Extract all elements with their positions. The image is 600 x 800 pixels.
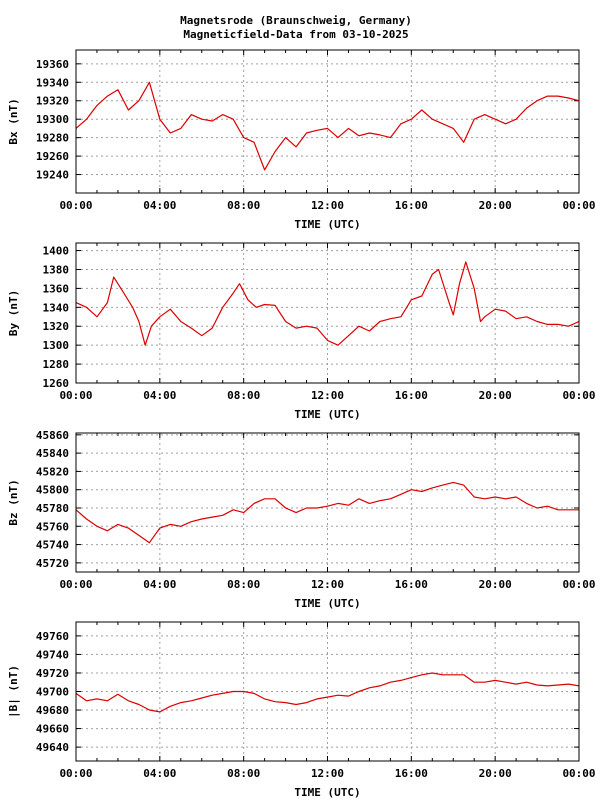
x-tick-label: 04:00 [143, 767, 176, 780]
x-tick-label: 00:00 [562, 389, 595, 402]
x-tick-label: 12:00 [311, 767, 344, 780]
y-tick-label: 49760 [36, 630, 69, 643]
x-tick-label: 16:00 [395, 199, 428, 212]
y-tick-label: 1300 [43, 339, 70, 352]
y-tick-label: 49720 [36, 667, 69, 680]
x-tick-label: 00:00 [59, 389, 92, 402]
x-tick-label: 20:00 [479, 199, 512, 212]
x-tick-label: 00:00 [59, 767, 92, 780]
y-tick-label: 45720 [36, 557, 69, 570]
y-tick-label: 19360 [36, 58, 69, 71]
y-tick-label: 19240 [36, 169, 69, 182]
x-axis-label: TIME (UTC) [294, 786, 360, 799]
x-tick-label: 08:00 [227, 389, 260, 402]
series-line [75, 261, 580, 346]
y-tick-label: 19340 [36, 76, 69, 89]
x-tick-label: 12:00 [311, 578, 344, 591]
y-axis-label: By (nT) [7, 290, 20, 336]
x-tick-label: 00:00 [59, 199, 92, 212]
plot-border [75, 432, 580, 573]
y-tick-label: 45780 [36, 502, 69, 515]
x-axis-label: TIME (UTC) [294, 218, 360, 231]
x-tick-label: 20:00 [479, 389, 512, 402]
y-tick-label: 19260 [36, 150, 69, 163]
chart-panels: 00:00 04:00 08:00 12:00 16:00 20:00 00:00 19240… [7, 49, 596, 799]
y-tick-label: 49740 [36, 648, 69, 661]
y-axis-label: |B| (nT) [7, 665, 20, 718]
plot-border [75, 49, 580, 194]
y-tick-label: 1340 [43, 301, 70, 314]
y-tick-label: 1320 [43, 320, 70, 333]
x-tick-label: 08:00 [227, 578, 260, 591]
x-tick-label: 08:00 [227, 199, 260, 212]
y-axis-label: Bx (nT) [7, 98, 20, 144]
y-tick-label: 1260 [43, 377, 70, 390]
x-axis-label: TIME (UTC) [294, 408, 360, 421]
series-line [75, 81, 580, 171]
y-tick-label: 45800 [36, 484, 69, 497]
y-tick-label: 1380 [43, 263, 70, 276]
y-tick-label: 45860 [36, 429, 69, 442]
y-tick-label: 45740 [36, 539, 69, 552]
y-tick-label: 19320 [36, 95, 69, 108]
y-tick-label: 49680 [36, 704, 69, 717]
x-tick-label: 20:00 [479, 767, 512, 780]
plot-border [75, 242, 580, 384]
x-tick-label: 04:00 [143, 199, 176, 212]
y-axis-label: Bz (nT) [7, 479, 20, 525]
x-tick-label: 12:00 [311, 199, 344, 212]
x-tick-label: 12:00 [311, 389, 344, 402]
x-axis-label: TIME (UTC) [294, 597, 360, 610]
x-tick-label: 04:00 [143, 578, 176, 591]
series-line [75, 481, 579, 544]
y-tick-label: 49700 [36, 686, 69, 699]
y-tick-label: 45840 [36, 447, 69, 460]
y-tick-label: 45760 [36, 520, 69, 533]
y-tick-label: 1400 [43, 245, 70, 258]
chart-panel-1: 00:00 04:00 08:00 12:00 16:00 20:00 00:00 19240… [7, 49, 596, 231]
chart-subtitle: Magneticfield-Data from 03-10-2025 [183, 28, 408, 41]
y-tick-label: 49640 [36, 741, 69, 754]
y-tick-label: 49660 [36, 723, 69, 736]
x-tick-label: 08:00 [227, 767, 260, 780]
chart-panel-2: 00:00 04:00 08:00 12:00 16:00 20:00 00:0012601… [7, 242, 596, 421]
x-tick-label: 16:00 [395, 767, 428, 780]
y-tick-label: 1360 [43, 282, 70, 295]
x-tick-label: 16:00 [395, 389, 428, 402]
series-line [75, 672, 580, 713]
x-tick-label: 00:00 [562, 578, 595, 591]
y-tick-label: 45820 [36, 465, 69, 478]
x-tick-label: 00:00 [562, 767, 595, 780]
x-tick-label: 00:00 [562, 199, 595, 212]
y-tick-label: 19280 [36, 132, 69, 145]
chart-panel-3: 00:00 04:00 08:00 12:00 16:00 20:00 00:00 45720… [7, 429, 596, 610]
x-tick-label: 16:00 [395, 578, 428, 591]
x-tick-label: 20:00 [479, 578, 512, 591]
plot-border [75, 621, 580, 762]
x-tick-label: 04:00 [143, 389, 176, 402]
y-tick-label: 1280 [43, 358, 70, 371]
chart-title: Magnetsrode (Braunschweig, Germany) [180, 14, 412, 27]
x-tick-label: 00:00 [59, 578, 92, 591]
chart-panel-4: 00:00 04:00 08:00 12:00 16:00 20:00 00:00 49640… [7, 621, 596, 799]
y-tick-label: 19300 [36, 113, 69, 126]
